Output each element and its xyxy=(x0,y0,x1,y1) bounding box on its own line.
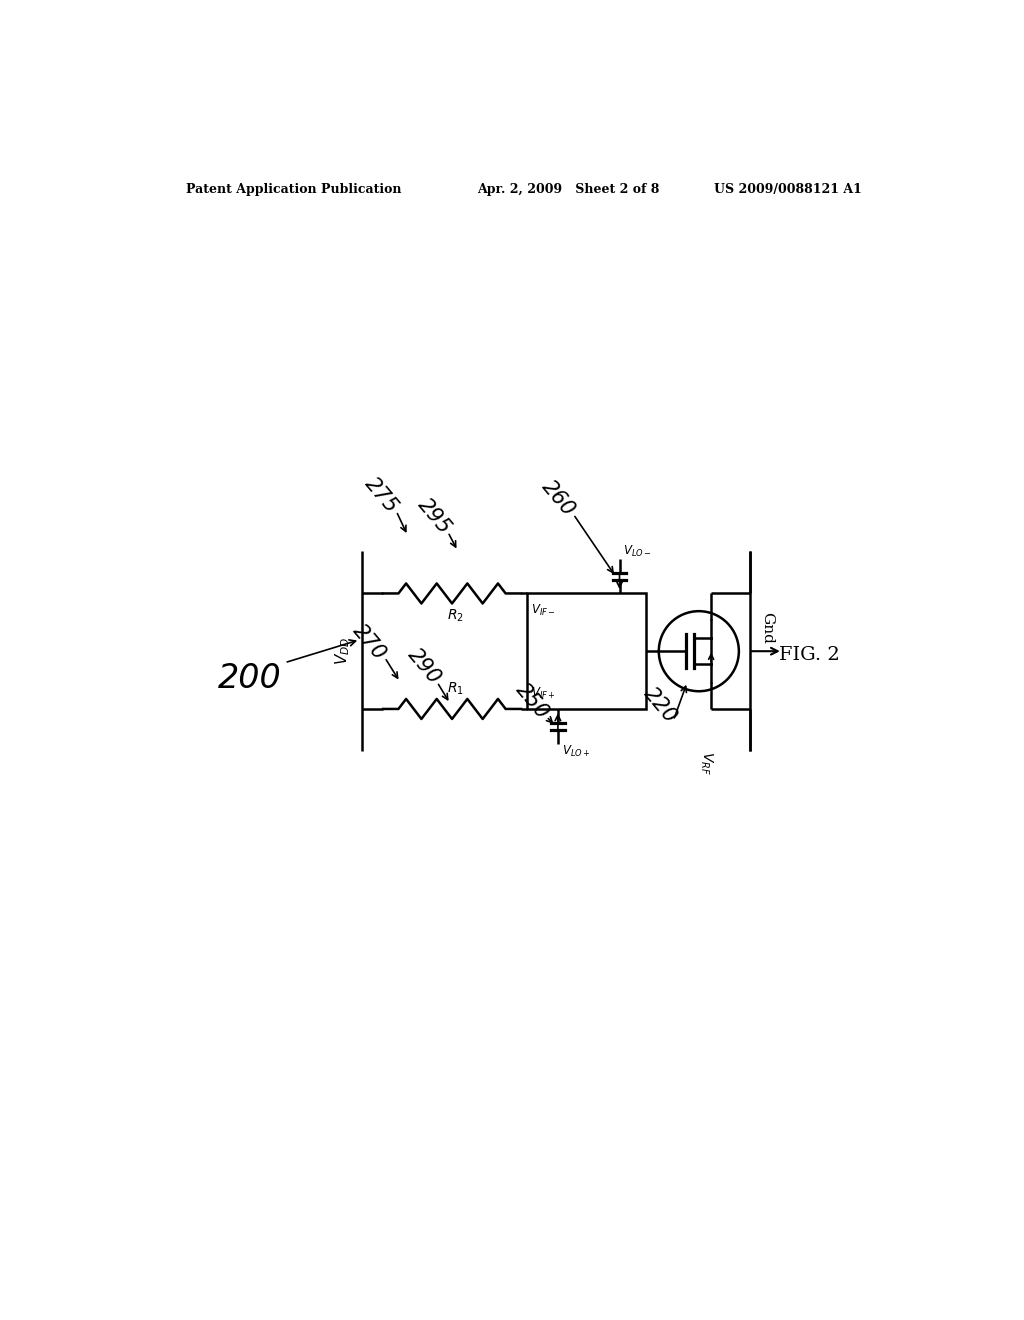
Text: $R_1$: $R_1$ xyxy=(447,681,464,697)
Text: Gnd: Gnd xyxy=(761,612,774,644)
Text: US 2009/0088121 A1: US 2009/0088121 A1 xyxy=(714,183,862,197)
Text: 220: 220 xyxy=(640,684,681,727)
Text: Apr. 2, 2009   Sheet 2 of 8: Apr. 2, 2009 Sheet 2 of 8 xyxy=(477,183,659,197)
Text: $V_{RF}$: $V_{RF}$ xyxy=(698,751,715,775)
Text: 275: 275 xyxy=(360,474,401,517)
Text: $V_{LO-}$: $V_{LO-}$ xyxy=(624,544,652,558)
Text: $V_{LO+}$: $V_{LO+}$ xyxy=(562,743,591,759)
Text: $V_{DD}$: $V_{DD}$ xyxy=(333,638,351,665)
Text: 290: 290 xyxy=(404,645,445,688)
Text: 295: 295 xyxy=(415,495,455,539)
Text: FIG. 2: FIG. 2 xyxy=(779,645,840,664)
Bar xyxy=(527,594,646,709)
Text: 260: 260 xyxy=(538,477,579,520)
Text: $R_2$: $R_2$ xyxy=(447,607,464,624)
Text: $V_{IF-}$: $V_{IF-}$ xyxy=(531,603,556,618)
Text: 270: 270 xyxy=(349,620,390,664)
Text: 250: 250 xyxy=(512,680,553,723)
Text: 200: 200 xyxy=(218,661,282,694)
Text: $V_{IF+}$: $V_{IF+}$ xyxy=(531,686,556,701)
Text: Patent Application Publication: Patent Application Publication xyxy=(186,183,401,197)
